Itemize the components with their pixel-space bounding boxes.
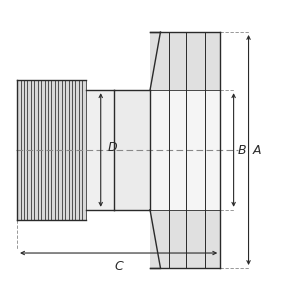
Text: C: C: [114, 260, 123, 273]
Text: A: A: [253, 143, 262, 157]
Polygon shape: [86, 90, 114, 210]
Text: D: D: [107, 140, 117, 154]
Polygon shape: [150, 32, 220, 268]
Polygon shape: [114, 90, 150, 210]
Polygon shape: [17, 80, 86, 220]
Polygon shape: [150, 90, 220, 210]
Text: B: B: [238, 143, 247, 157]
